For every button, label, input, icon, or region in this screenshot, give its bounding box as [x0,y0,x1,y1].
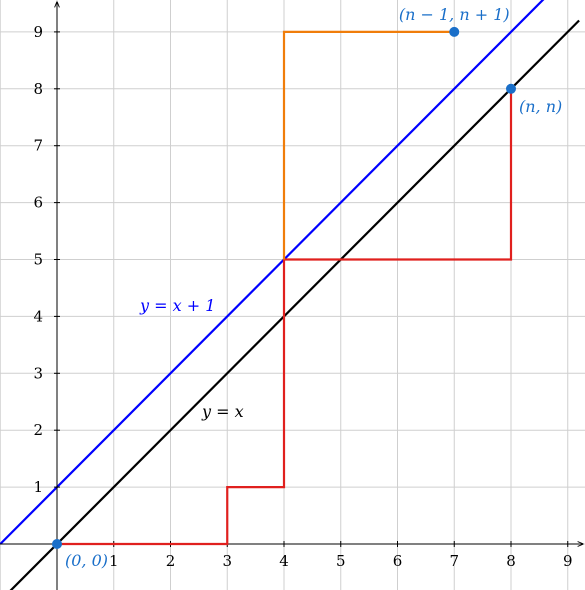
x-tick-label: 8 [506,552,516,570]
point-label-1: (n − 1, n + 1) [399,5,510,24]
point-1 [449,26,460,37]
x-tick-label: 2 [166,552,176,570]
y-tick-label: 9 [33,23,43,41]
point-label-0: (0, 0) [65,551,108,570]
marked-points [52,26,516,549]
line-label-1: y = x + 1 [139,296,215,315]
annotations: y = x y = x + 1 (0, 0) (n − 1, n + 1) (n, n) [65,5,562,570]
lattice-path-0 [57,88,513,546]
x-tick-label: 6 [393,552,403,570]
x-tick-label: 3 [222,552,232,570]
point-2 [506,83,516,94]
y-tick-label: 5 [33,251,43,269]
line-label-0: y = x [201,402,244,421]
y-tick-label: 1 [33,478,43,496]
diagonal-line-1 [0,0,545,545]
diagonal-line-0 [9,19,580,590]
lattice-paths [57,30,513,546]
tick-labels: 1 2 3 4 5 6 7 8 9 1 2 3 4 5 6 7 8 9 [33,23,572,570]
y-tick-label: 6 [33,194,43,212]
y-tick-label: 2 [33,421,43,439]
x-tick-label: 4 [279,552,289,570]
x-tick-label: 7 [449,552,459,570]
y-tick-label: 4 [33,307,43,325]
y-tick-label: 8 [33,80,43,98]
y-tick-label: 7 [33,137,43,155]
x-tick-label: 5 [336,552,346,570]
x-tick-label: 1 [109,552,119,570]
lattice-path-1 [282,30,455,260]
point-label-2: (n, n) [519,97,562,116]
x-tick-label: 9 [563,552,573,570]
point-0 [52,539,62,549]
y-tick-label: 3 [33,364,43,382]
